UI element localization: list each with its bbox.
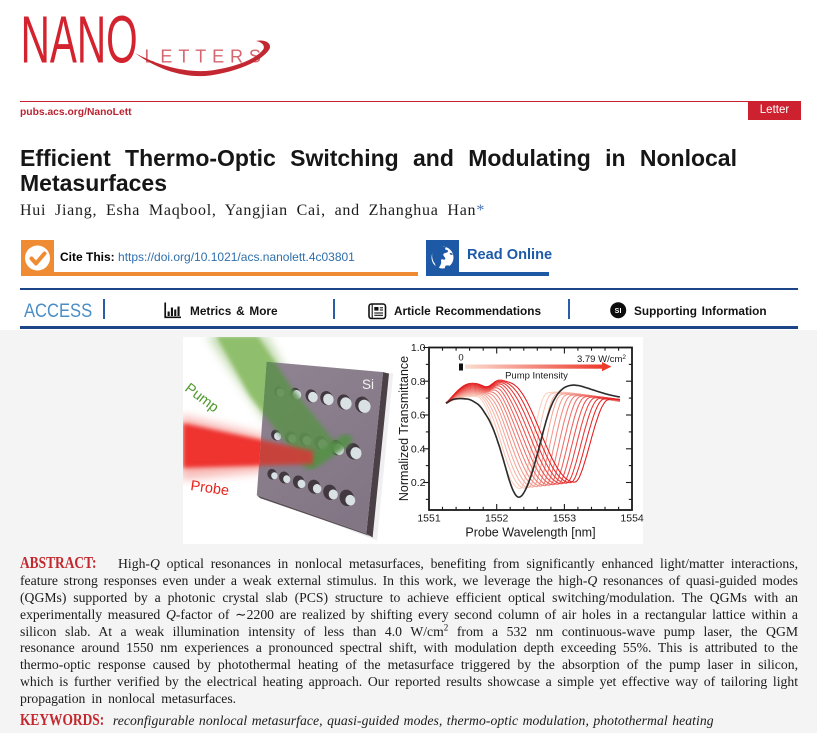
svg-text:SI: SI	[615, 308, 622, 315]
svg-text:NANO: NANO	[21, 3, 138, 78]
svg-text:3.79 W/cm2: 3.79 W/cm2	[577, 354, 626, 365]
svg-text:1.0: 1.0	[411, 342, 426, 354]
svg-text:Probe Wavelength [nm]: Probe Wavelength [nm]	[465, 526, 595, 540]
svg-text:1554: 1554	[620, 513, 644, 525]
svg-text:LETTERS: LETTERS	[145, 46, 267, 66]
svg-text:Pump: Pump	[182, 380, 222, 416]
svg-text:Si: Si	[362, 377, 374, 392]
svg-text:0.4: 0.4	[411, 443, 426, 455]
svg-text:Pump Intensity: Pump Intensity	[505, 371, 568, 382]
svg-text:Normalized Transmittance: Normalized Transmittance	[397, 356, 411, 501]
svg-text:1552: 1552	[485, 513, 509, 525]
svg-text:0.8: 0.8	[411, 376, 426, 388]
svg-text:0.2: 0.2	[411, 477, 426, 489]
svg-text:1551: 1551	[417, 513, 441, 525]
svg-text:0: 0	[458, 353, 463, 364]
svg-text:Probe: Probe	[189, 478, 230, 499]
svg-text:1553: 1553	[553, 513, 577, 525]
svg-text:0.6: 0.6	[411, 410, 426, 422]
